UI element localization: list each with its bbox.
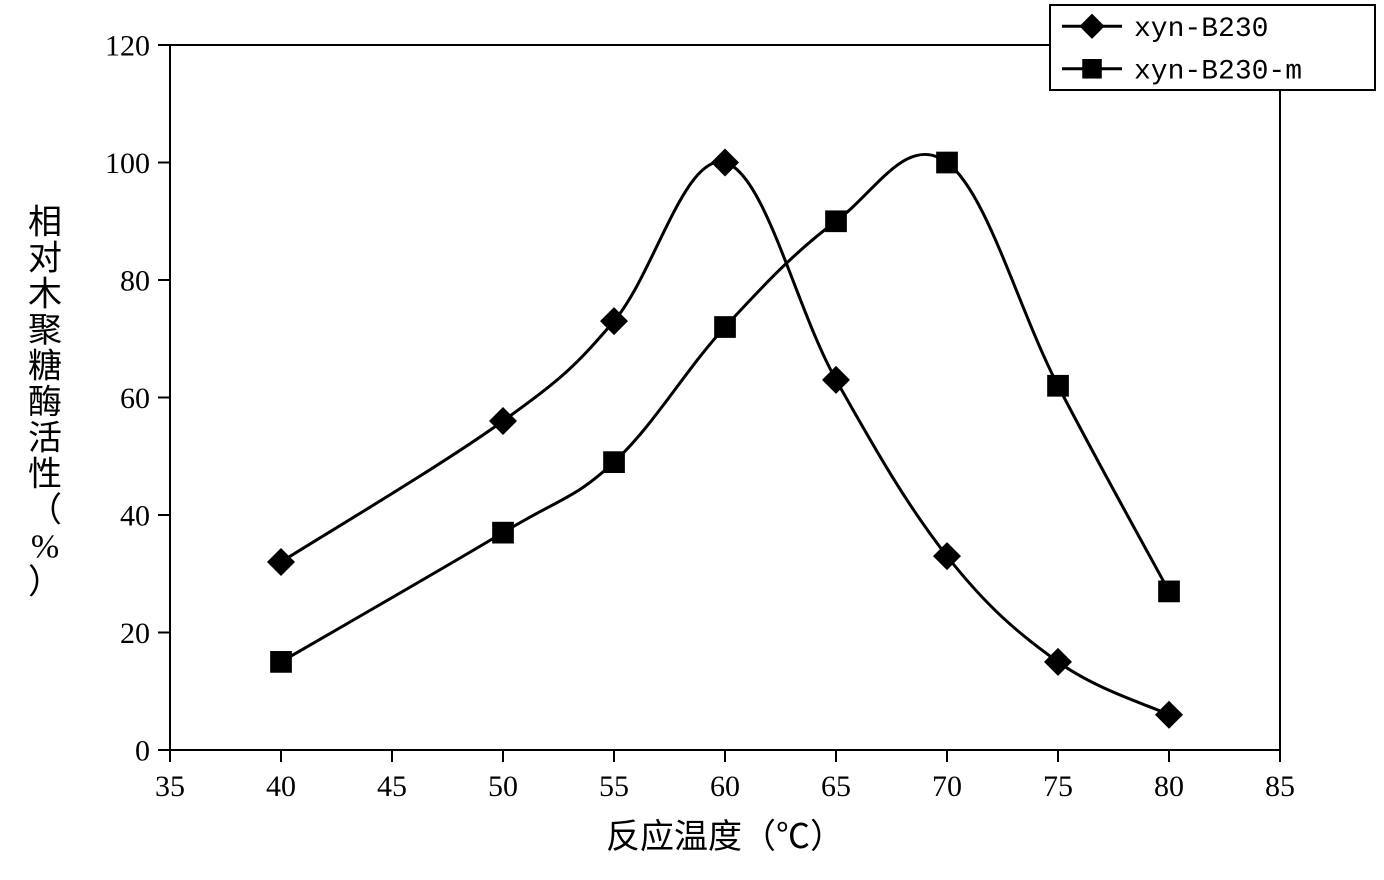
square-marker [1047,375,1069,397]
x-tick-label: 85 [1265,770,1295,803]
x-tick-label: 45 [377,770,407,803]
y-tick-label: 100 [105,147,150,180]
chart-root: 35 40 45 50 55 60 65 70 75 80 85 0 20 40 60 80 100 120 反应温… [0,0,1384,880]
y-tick-label: 40 [120,500,150,533]
y-tick-label: 60 [120,382,150,415]
svg-text:活: 活 [28,421,62,458]
x-tick-label: 75 [1043,770,1073,803]
x-axis-label: 反应温度（℃） [606,818,844,856]
svg-text:（: （ [28,492,62,530]
x-tick-label: 80 [1154,770,1184,803]
y-axis-label: 相对木聚糖酶活性（%） [28,204,62,602]
svg-text:%: % [31,529,59,566]
square-marker [492,522,514,544]
svg-text:相: 相 [28,204,62,242]
svg-text:）: ） [28,564,62,602]
x-tick-label: 60 [710,770,740,803]
legend-label: xyn-B230 [1134,14,1268,45]
svg-text:聚: 聚 [28,313,62,350]
square-marker [270,651,292,673]
legend: xyn-B230 xyn-B230-m [1050,5,1375,90]
x-tick-label: 65 [821,770,851,803]
y-tick-label: 20 [120,617,150,650]
y-tick-label: 120 [105,30,150,63]
square-marker [1082,59,1102,79]
x-tick-label: 70 [932,770,962,803]
square-marker [603,451,625,473]
svg-text:酶: 酶 [28,384,62,422]
legend-label: xyn-B230-m [1134,57,1302,88]
x-tick-label: 35 [155,770,185,803]
svg-text:糖: 糖 [28,348,62,386]
square-marker [714,316,736,338]
svg-text:对: 对 [28,240,62,278]
x-tick-label: 50 [488,770,518,803]
chart-svg: 35 40 45 50 55 60 65 70 75 80 85 0 20 40 60 80 100 120 反应温… [0,0,1384,880]
square-marker [825,210,847,232]
svg-text:木: 木 [28,276,62,314]
square-marker [936,152,958,174]
x-tick-label: 55 [599,770,629,803]
x-tick-label: 40 [266,770,296,803]
y-tick-label: 80 [120,265,150,298]
square-marker [1158,581,1180,603]
svg-text:性: 性 [28,456,62,494]
y-tick-label: 0 [135,735,150,768]
